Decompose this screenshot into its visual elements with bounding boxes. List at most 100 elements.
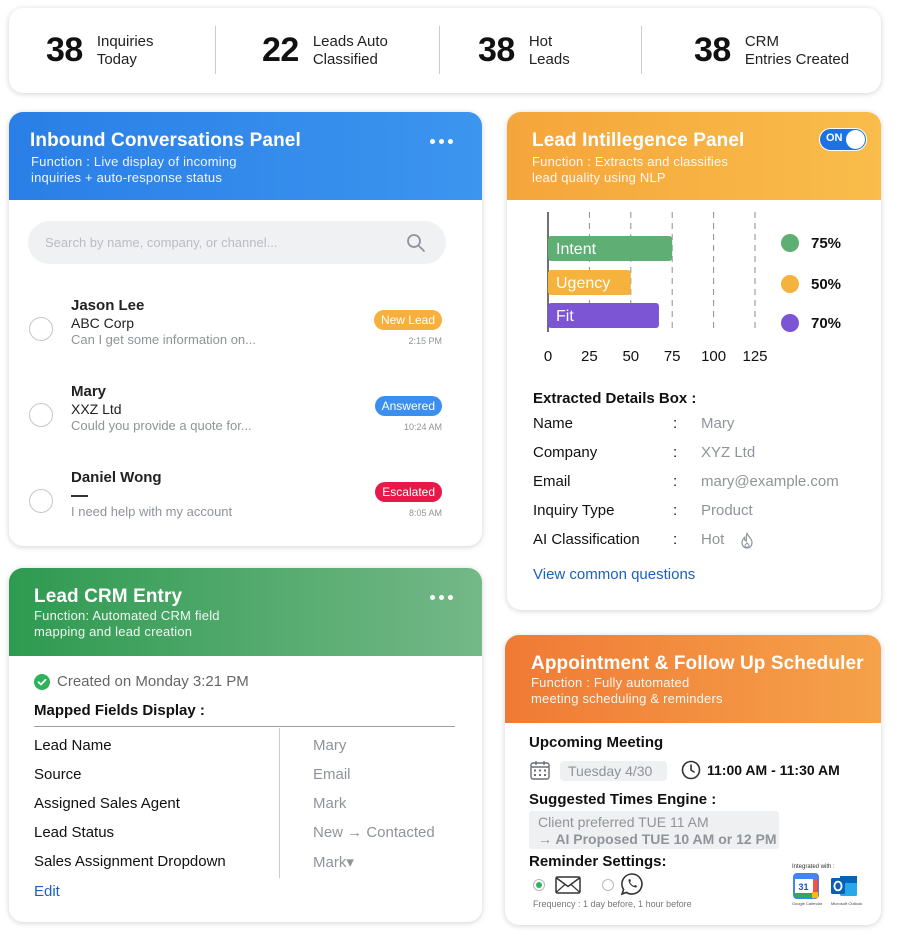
legend-item: 75% (781, 234, 841, 252)
whatsapp-reminder-radio[interactable] (602, 879, 614, 891)
conversation-item[interactable]: Jason Lee ABC Corp Can I get some inform… (9, 297, 482, 367)
message-preview: Can I get some information on... (71, 332, 256, 347)
message-time: 10:24 AM (403, 422, 442, 432)
legend-dot (781, 314, 799, 332)
company-placeholder-dash (71, 495, 88, 497)
google-calendar-icon[interactable]: 31 (793, 873, 819, 899)
detail-separator: : (673, 444, 678, 461)
bar-label: Intent (556, 241, 597, 258)
field-key: Sales Assignment Dropdown (34, 853, 226, 870)
stat-crm-entries: 38 CRM Entries Created (694, 8, 849, 93)
search-input[interactable]: Search by name, company, or channel... (28, 221, 446, 264)
legend-item: 70% (781, 314, 841, 332)
legend-value: 50% (811, 275, 842, 293)
toggle-knob (846, 130, 865, 149)
panel-header: Lead Intillegence Panel Function : Extra… (507, 112, 881, 200)
detail-separator: : (673, 531, 678, 548)
inbound-conversations-panel: Inbound Conversations Panel Function : L… (9, 112, 482, 546)
panel-title: Lead Intillegence Panel (532, 130, 745, 151)
stats-bar: 38 Inquiries Today 22 Leads Auto Classif… (9, 8, 881, 93)
reminder-settings-title: Reminder Settings: (529, 853, 667, 870)
more-options-icon[interactable] (430, 139, 453, 144)
lead-intelligence-panel: Lead Intillegence Panel Function : Extra… (507, 112, 881, 610)
appointment-scheduler-panel: Appointment & Follow Up Scheduler Functi… (505, 635, 881, 925)
sales-assignment-dropdown[interactable]: Mark▾ (313, 854, 354, 871)
stat-divider (215, 26, 216, 74)
tick-label: 0 (544, 348, 552, 365)
field-key: Lead Status (34, 824, 115, 841)
select-radio[interactable] (29, 489, 53, 513)
mapped-fields-column-divider (279, 728, 280, 878)
detail-key: AI Classification (533, 531, 640, 548)
email-reminder-radio[interactable] (533, 879, 545, 891)
detail-row: Email : mary@example.com (533, 473, 863, 495)
detail-row: Inquiry Type : Product (533, 502, 863, 524)
field-value: Mark (313, 795, 347, 812)
stat-divider (439, 26, 440, 74)
legend-value: 75% (811, 234, 842, 252)
tick-label: 25 (581, 348, 598, 365)
panel-function: Function : Fully automated meeting sched… (531, 675, 723, 706)
field-key: Assigned Sales Agent (34, 795, 180, 812)
panel-function: Function : Live display of incoming inqu… (31, 154, 237, 185)
stat-label: Inquiries Today (96, 32, 154, 68)
email-icon[interactable] (555, 875, 581, 895)
view-common-questions-link[interactable]: View common questions (533, 566, 696, 583)
lead-score-chart: Intent Ugency Fit 0 25 50 75 100 125 (544, 212, 768, 365)
extracted-details-title: Extracted Details Box : (533, 390, 697, 407)
field-value: Mary (313, 737, 347, 754)
panel-header: Appointment & Follow Up Scheduler Functi… (505, 635, 881, 723)
conversation-item[interactable]: Mary XXZ Ltd Could you provide a quote f… (9, 383, 482, 453)
detail-key: Inquiry Type (533, 502, 615, 519)
detail-key: Name (533, 415, 574, 432)
detail-separator: : (673, 415, 678, 432)
mapped-fields-title: Mapped Fields Display : (34, 702, 205, 719)
whatsapp-icon[interactable] (620, 872, 644, 896)
edit-link[interactable]: Edit (34, 883, 60, 900)
bar (548, 303, 659, 328)
microsoft-outlook-icon[interactable] (830, 873, 858, 899)
stat-divider (641, 26, 642, 74)
tick-label: 100 (701, 348, 726, 365)
stat-value: 38 (478, 31, 515, 69)
conversation-item[interactable]: Daniel Wong I need help with my account … (9, 469, 482, 539)
stat-hot-leads: 38 Hot Leads (478, 8, 570, 93)
detail-value: Hot (701, 531, 725, 548)
lead-crm-entry-panel: Lead CRM Entry Function: Automated CRM f… (9, 568, 482, 922)
select-radio[interactable] (29, 403, 53, 427)
detail-key: Email (533, 473, 571, 490)
detail-row: Company : XYZ Ltd (533, 444, 863, 466)
app-label: Microsoft Outlook (831, 901, 863, 906)
select-radio[interactable] (29, 317, 53, 341)
upcoming-meeting-title: Upcoming Meeting (529, 734, 664, 751)
contact-company: XXZ Ltd (71, 401, 122, 417)
message-time: 8:05 AM (408, 508, 442, 518)
contact-name: Daniel Wong (71, 469, 162, 486)
tick-label: 50 (622, 348, 639, 365)
bar (548, 236, 673, 261)
field-value: New → Contacted (313, 824, 435, 841)
app-label: Google Calendar (792, 901, 823, 906)
calendar-icon (530, 761, 550, 780)
more-options-icon[interactable] (430, 595, 453, 600)
search-icon[interactable] (406, 233, 426, 253)
status-badge: Escalated (375, 482, 442, 502)
message-time: 2:15 PM (408, 336, 442, 346)
suggested-times-title: Suggested Times Engine : (529, 791, 717, 808)
message-preview: I need help with my account (71, 504, 233, 519)
field-key: Lead Name (34, 737, 112, 754)
field-key: Source (34, 766, 82, 783)
mapped-fields-divider (34, 726, 455, 727)
detail-value: mary@example.com (701, 473, 839, 490)
clock-icon (681, 760, 701, 780)
panel-function: Function : Extracts and classifies lead … (532, 154, 729, 185)
legend-dot (781, 275, 799, 293)
meeting-date[interactable]: Tuesday 4/30 (560, 761, 667, 781)
legend-item: 50% (781, 275, 841, 293)
contact-name: Jason Lee (71, 297, 145, 314)
stat-value: 38 (694, 31, 731, 69)
reminder-frequency: Frequency : 1 day before, 1 hour before (533, 899, 692, 909)
on-toggle[interactable]: ON (819, 128, 867, 151)
stat-label: Hot Leads (528, 32, 570, 68)
flame-icon (741, 532, 753, 549)
